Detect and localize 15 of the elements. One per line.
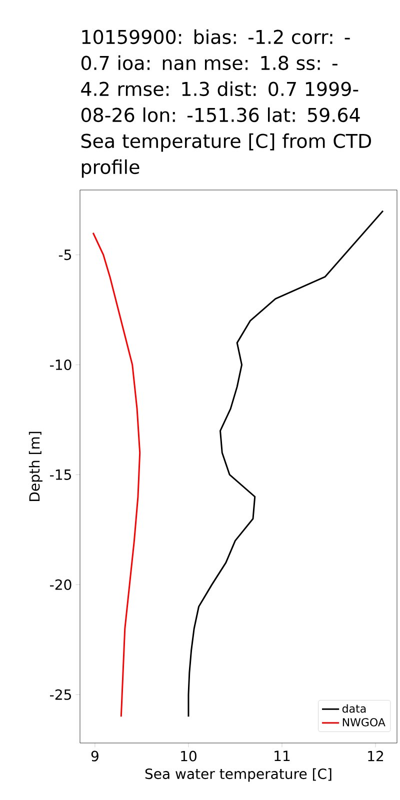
y-tick-label: -20	[50, 579, 72, 590]
y-tick-label: -25	[50, 689, 71, 700]
y-tick-label: -10	[50, 360, 72, 370]
x-tick-label: 9	[91, 750, 98, 762]
y-tick-label: -5	[58, 250, 71, 260]
x-axis-title: Sea water temperature [C]	[145, 768, 332, 782]
line-series	[188, 210, 384, 718]
x-tick-label: 11	[274, 750, 290, 762]
y-tick-label: -15	[50, 470, 71, 480]
x-tick-label: 10	[181, 750, 196, 762]
chart-title: 10159900: bias: -1.2 corr: -0.7 ioa: nan mse: 1.8 ss: -4.2 rmse: 1.3 dist: 0.7 1999-08-26 lon: -151.36 lat: 59.64 Sea temperature [C] from CTD profile	[81, 29, 372, 178]
legend-label: NWGOA	[342, 718, 386, 726]
x-tick-label: 12	[368, 750, 383, 762]
legend-label: data	[342, 704, 366, 713]
y-axis-title: Depth [m]	[28, 432, 42, 501]
